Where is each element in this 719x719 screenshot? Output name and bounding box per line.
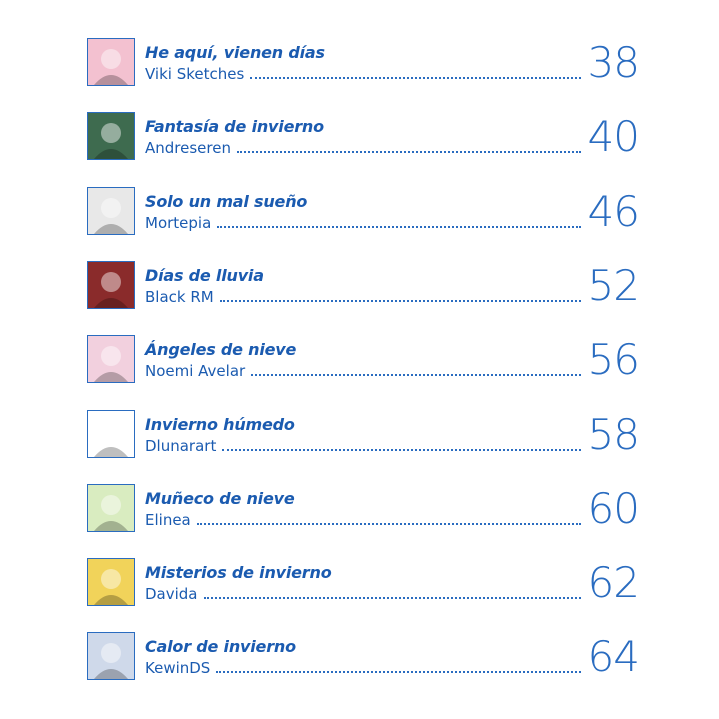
avatar-illustration-icon [88, 559, 134, 606]
author-avatar [87, 112, 135, 161]
page-number: 52 [587, 260, 640, 310]
toc-entry[interactable]: Misterios de invierno Davida 62 [87, 558, 640, 608]
story-title: Fantasía de invierno [145, 117, 324, 137]
page-number: 46 [587, 186, 640, 236]
page-number: 56 [587, 335, 640, 385]
author-name: Noemi Avelar [145, 362, 246, 381]
dot-leader [203, 597, 581, 600]
story-title: Ángeles de nieve [145, 340, 297, 360]
dot-leader [251, 374, 581, 377]
toc-entry[interactable]: Invierno húmedo Dlunarart 58 [87, 409, 640, 460]
dot-leader [222, 448, 581, 451]
toc-entry[interactable]: Fantasía de invierno Andreseren 40 [87, 112, 640, 162]
dot-leader [196, 522, 581, 525]
dot-leader [216, 671, 581, 674]
author-avatar [87, 483, 135, 532]
story-title: He aquí, vienen días [145, 43, 325, 62]
page-number: 40 [587, 112, 640, 162]
author-avatar [87, 38, 135, 86]
page-number: 62 [587, 558, 640, 608]
dot-leader [236, 151, 581, 154]
avatar-illustration-icon [88, 187, 134, 234]
author-avatar [87, 409, 135, 458]
author-name: Davida [145, 585, 198, 604]
story-title: Calor de invierno [145, 637, 296, 657]
avatar-illustration-icon [88, 113, 134, 160]
avatar-illustration-icon [88, 39, 134, 85]
author-name: Andreseren [145, 139, 231, 158]
page-number: 58 [587, 409, 640, 459]
avatar-illustration-icon [88, 484, 134, 531]
author-avatar [87, 632, 135, 681]
avatar-illustration-icon [88, 633, 134, 680]
page-number: 38 [587, 38, 640, 87]
author-name: KewinDS [145, 659, 211, 678]
avatar-illustration-icon [88, 336, 134, 383]
author-name: Elinea [145, 510, 191, 529]
page-number: 60 [587, 483, 640, 533]
author-avatar [87, 186, 135, 235]
author-avatar [87, 260, 135, 309]
story-title: Misterios de invierno [145, 563, 332, 583]
story-title: Solo un mal sueño [145, 191, 308, 211]
story-title: Invierno húmedo [145, 414, 295, 434]
toc-entry[interactable]: Solo un mal sueño Mortepia 46 [87, 186, 640, 237]
dot-leader [250, 77, 581, 79]
toc-entry[interactable]: He aquí, vienen días Viki Sketches 38 [87, 38, 640, 88]
page-number: 64 [587, 632, 640, 682]
toc-entry[interactable]: Calor de invierno KewinDS 64 [87, 632, 640, 682]
toc-entry[interactable]: Días de lluvia Black RM 52 [87, 260, 640, 311]
story-title: Días de lluvia [145, 265, 264, 285]
author-name: Mortepia [145, 213, 212, 232]
author-name: Viki Sketches [145, 65, 245, 83]
avatar-illustration-icon [88, 261, 134, 308]
toc-entry[interactable]: Ángeles de nieve Noemi Avelar 56 [87, 335, 640, 385]
author-avatar [87, 558, 135, 607]
author-name: Black RM [145, 287, 214, 306]
author-name: Dlunarart [145, 436, 217, 455]
dot-leader [219, 299, 581, 302]
toc-entry[interactable]: Muñeco de nieve Elinea 60 [87, 483, 640, 534]
avatar-illustration-icon [88, 410, 134, 457]
story-title: Muñeco de nieve [145, 488, 295, 508]
author-avatar [87, 335, 135, 384]
dot-leader [217, 225, 581, 228]
